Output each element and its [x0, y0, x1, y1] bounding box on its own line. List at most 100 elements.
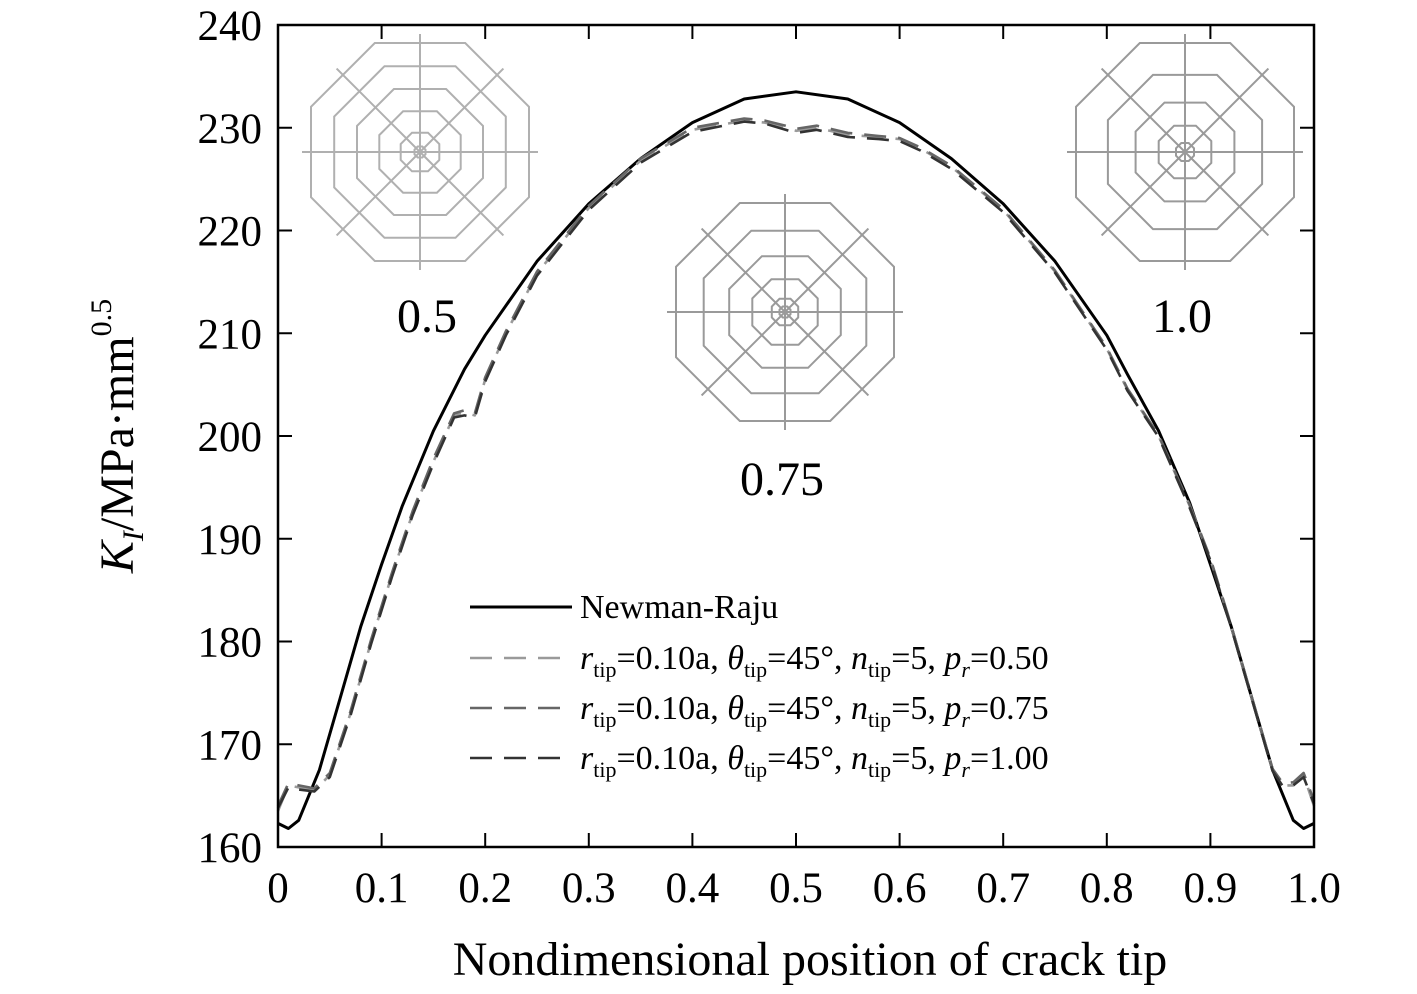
y-axis-title: KI/MPa·mm0.5 [85, 299, 150, 574]
legend-label-0: Newman-Raju [580, 589, 778, 626]
legend-part-thetaval: =45°, [767, 640, 851, 677]
inset-ring [1106, 73, 1264, 231]
ticks-layer: 0 0.1 0.2 0.3 0.4 0.5 0.6 0.7 0.8 0.9 1.0 160 170 180… [198, 3, 1341, 912]
y-tick-label: 180 [198, 620, 263, 667]
inset-ring [751, 278, 819, 346]
inset-spoke [1184, 151, 1270, 237]
x-tick-label: 0 [267, 865, 289, 912]
inset-mesh-2 [1067, 34, 1303, 270]
inset-ring [399, 131, 441, 173]
legend-part-p: p [942, 740, 961, 777]
legend-part-tip: tip [868, 707, 891, 732]
inset-ring [1134, 101, 1236, 203]
y-tick-label: 210 [198, 311, 263, 358]
legend-part-tip: tip [744, 657, 767, 682]
legend-part-tip: tip [744, 707, 767, 732]
x-tick-label: 0.5 [769, 865, 823, 912]
inset-ring [702, 229, 868, 395]
legend-part-nval: =5, [891, 740, 944, 777]
inset-ring [1175, 142, 1195, 162]
x-tick-label: 0.9 [1184, 865, 1238, 912]
inset-spoke [1100, 67, 1186, 153]
inset-ring [378, 110, 462, 194]
legend-part-tip: tip [593, 707, 616, 732]
inset-ring [333, 65, 507, 239]
legend-part-tip: tip [744, 757, 767, 782]
legend-part-n: n [851, 640, 868, 677]
inset-spoke [419, 151, 505, 237]
legend-part-n: n [851, 740, 868, 777]
x-axis-title: Nondimensional position of crack tip [453, 933, 1168, 986]
legend-part-psub: r [961, 757, 970, 782]
legend-text: Newman-Raju [580, 589, 778, 626]
legend-label-3: rtip=0.10a, θtip=45°, ntip=5, pr=1.00 [580, 740, 1049, 782]
legend-part-nval: =5, [891, 690, 944, 727]
legend-part-pval: =0.75 [970, 690, 1049, 727]
y-tick-label: 240 [198, 3, 263, 50]
legend-part-r: r [580, 640, 594, 677]
x-tick-label: 1.0 [1287, 865, 1341, 912]
inset-spoke [335, 67, 421, 153]
inset-spoke [700, 227, 786, 313]
legend-part-r: r [580, 740, 594, 777]
inset-spoke [784, 311, 870, 397]
y-tick-label: 160 [198, 825, 263, 872]
y-tick-label: 220 [198, 209, 263, 256]
legend-part-theta: θ [727, 640, 744, 677]
plot-background [278, 25, 1314, 847]
legend-part-tip: tip [593, 657, 616, 682]
inset-ring [356, 88, 484, 216]
legend-part-tip: tip [868, 757, 891, 782]
x-tick-label: 0.2 [458, 865, 512, 912]
legend-part-pval: =1.00 [970, 740, 1049, 777]
y-axis-title-subscript: I [117, 529, 150, 542]
legend-part-psub: r [961, 707, 970, 732]
legend-part-rval: =0.10a, [616, 740, 727, 777]
legend-part-pval: =0.50 [970, 640, 1049, 677]
inset-mesh-0 [302, 34, 538, 270]
legend-label-1: rtip=0.10a, θtip=45°, ntip=5, pr=0.50 [580, 640, 1049, 682]
inset-spoke [1184, 67, 1270, 153]
x-tick-label: 0.7 [976, 865, 1030, 912]
inset-ring [728, 255, 842, 369]
legend-part-theta: θ [727, 740, 744, 777]
legend-part-tip: tip [868, 657, 891, 682]
y-tick-label: 190 [198, 517, 263, 564]
legend-part-psub: r [961, 657, 970, 682]
legend-part-thetaval: =45°, [767, 690, 851, 727]
x-tick-label: 0.1 [355, 865, 409, 912]
legend-label-2: rtip=0.10a, θtip=45°, ntip=5, pr=0.75 [580, 690, 1049, 732]
y-tick-label: 170 [198, 722, 263, 769]
inset-ring [1157, 124, 1213, 180]
inset-label-0: 0.5 [397, 290, 457, 343]
inset-ring [310, 42, 530, 262]
legend-part-p: p [942, 640, 961, 677]
legend-part-nval: =5, [891, 640, 944, 677]
inset-ring [1075, 42, 1295, 262]
y-tick-label: 230 [198, 106, 263, 153]
x-tick-label: 0.4 [666, 865, 720, 912]
inset-ring [770, 297, 800, 327]
x-tick-label: 0.3 [562, 865, 616, 912]
series-line-3 [276, 120, 1316, 809]
inset-mesh-1 [667, 194, 903, 430]
inset-spoke [1100, 151, 1186, 237]
x-tick-label: 0.6 [873, 865, 927, 912]
insets-layer: 0.5 0.75 1.0 [302, 34, 1303, 506]
legend-part-p: p [942, 690, 961, 727]
y-axis-title-main: K [91, 538, 144, 574]
legend-part-rval: =0.10a, [616, 640, 727, 677]
inset-spoke [419, 67, 505, 153]
legend-part-theta: θ [727, 690, 744, 727]
legend-part-r: r [580, 690, 594, 727]
y-axis-title-unit: /MPa·mm [91, 336, 144, 531]
inset-label-1: 0.75 [740, 453, 824, 506]
legend-part-thetaval: =45°, [767, 740, 851, 777]
legend-part-rval: =0.10a, [616, 690, 727, 727]
inset-ring [675, 202, 895, 422]
legend-part-tip: tip [593, 757, 616, 782]
series-layer [276, 90, 1316, 830]
legend-part-n: n [851, 690, 868, 727]
